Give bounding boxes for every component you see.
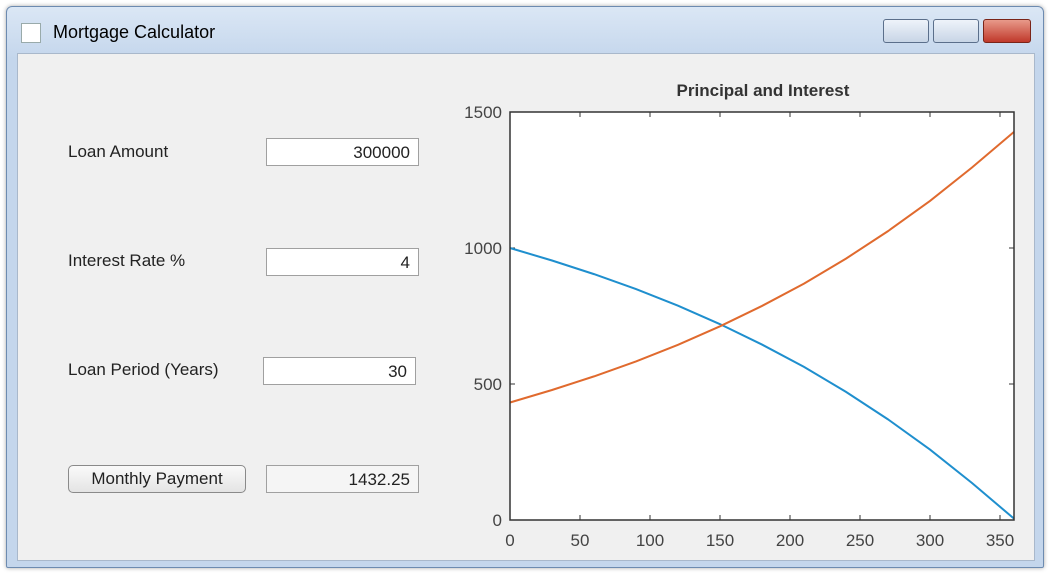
x-tick-label: 0: [505, 531, 514, 550]
app-icon: [21, 23, 41, 43]
x-tick-label: 50: [571, 531, 590, 550]
plot-area: [510, 112, 1014, 520]
minimize-button[interactable]: [883, 19, 929, 43]
text-input[interactable]: 300000: [266, 138, 419, 166]
text-input[interactable]: 4: [266, 248, 419, 276]
y-tick-label: 1500: [464, 103, 502, 122]
x-tick-label: 100: [636, 531, 664, 550]
field-label: Loan Period (Years): [68, 360, 219, 379]
text-input[interactable]: 30: [263, 357, 416, 385]
series-line: [509, 247, 1015, 520]
chart-title: Principal and Interest: [677, 81, 850, 100]
window: Mortgage Calculator Loan Amount 300000 I…: [6, 6, 1044, 568]
chart: Principal and Interest 0 500 1000 1500 0 50 10…: [464, 81, 1015, 550]
series-line: [509, 131, 1015, 404]
maximize-button[interactable]: [933, 19, 979, 43]
client-area: Loan Amount 300000 Interest Rate % 4 Loa…: [17, 53, 1035, 561]
axes-box: [509, 111, 1015, 521]
x-tick-label: 200: [776, 531, 804, 550]
field-label: Interest Rate %: [68, 251, 186, 270]
window-title: Mortgage Calculator: [53, 22, 216, 42]
result-output: 1432.25: [266, 465, 419, 493]
x-tick-label: 250: [846, 531, 874, 550]
y-tick-label: 500: [474, 375, 502, 394]
x-tick-label: 350: [986, 531, 1014, 550]
close-button[interactable]: [983, 19, 1031, 43]
y-tick-label: 1000: [464, 239, 502, 258]
calculate-button[interactable]: Monthly Payment: [68, 465, 246, 493]
x-tick-label: 300: [916, 531, 944, 550]
x-tick-label: 150: [706, 531, 734, 550]
y-tick-label: 0: [493, 511, 502, 530]
title-bar: Mortgage Calculator: [7, 7, 1043, 53]
field-label: Loan Amount: [68, 142, 169, 161]
